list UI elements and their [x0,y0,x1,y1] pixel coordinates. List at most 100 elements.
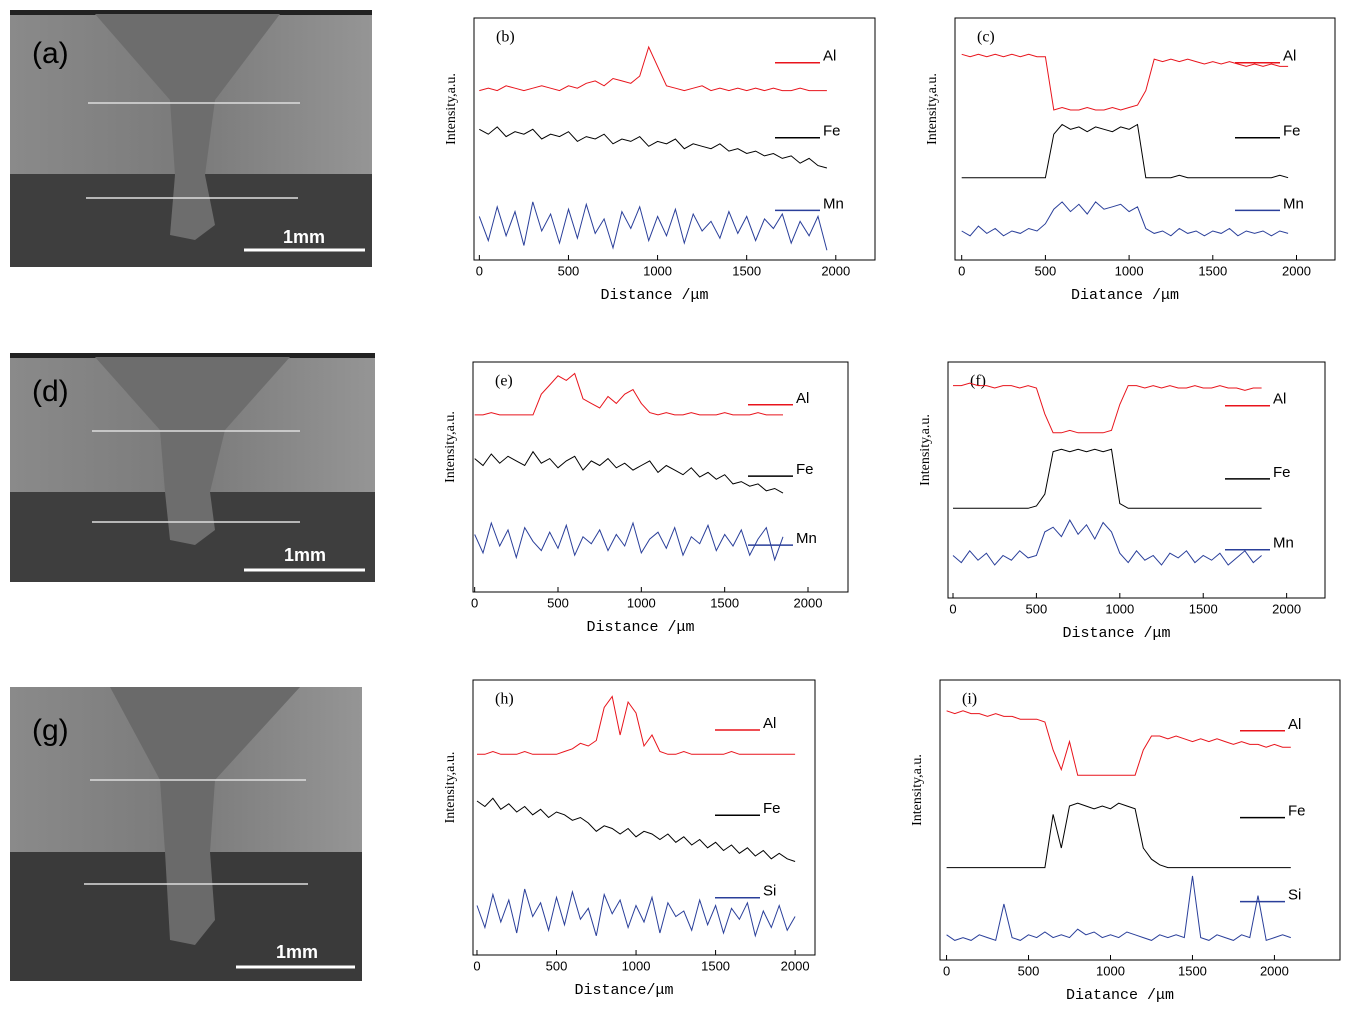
series-line [476,888,796,938]
legend-label: Al [796,390,809,407]
panel-label: (e) [495,373,513,390]
x-tick-label: 0 [473,958,480,973]
series-line [476,797,796,862]
micrograph: (g) 1mm [10,687,362,981]
x-tick-label: 1000 [622,958,651,973]
x-tick-label: 2000 [781,958,810,973]
plot-frame [954,17,1336,261]
scale-bar-label: 1mm [283,227,325,247]
x-tick-label: 1500 [710,595,739,610]
legend-label: Mn [823,195,844,212]
panel-label: (c) [977,29,995,46]
x-tick-label: 500 [547,595,569,610]
chart: 0 500 1000 1500 2000 Distance /μm Intensity,a.… [443,361,849,636]
legend-label: Fe [823,123,841,140]
scale-bar-label: 1mm [276,942,318,962]
x-tick-label: 1000 [1115,263,1144,278]
x-tick-label: 1000 [643,263,672,278]
legend-label: Fe [1283,123,1301,140]
micrograph-label: (d) [32,375,69,408]
series-line [477,695,796,755]
series-line [961,201,1289,237]
x-tick-label: 0 [943,963,950,978]
x-tick-label: 2000 [794,595,823,610]
y-axis-label: Intensity,a.u. [443,752,458,824]
series-line [474,450,784,494]
x-tick-label: 2000 [1260,963,1289,978]
y-axis-label: Intensity,a.u. [444,73,459,145]
chart: 0 500 1000 1500 2000 Distance /μm Intensity,a.… [444,17,876,304]
legend-label: Al [823,48,836,65]
x-tick-label: 0 [476,263,483,278]
chart: 0 500 1000 1500 2000 Distance/μm Intensity,a.u… [443,679,816,999]
x-tick-label: 1500 [701,958,730,973]
series-line [946,875,1291,942]
x-axis-label: Distance/μm [574,982,673,999]
x-tick-label: 0 [949,601,956,616]
micrograph-label: (a) [32,37,69,70]
plot-frame [473,17,876,261]
chart: 0 500 1000 1500 2000 Distance /μm Intensity,a.… [918,361,1326,642]
y-axis-label: Intensity,a.u. [925,73,940,145]
x-tick-label: 500 [546,958,568,973]
y-axis-label: Intensity,a.u. [918,414,933,486]
x-tick-label: 500 [558,263,580,278]
scale-bar-label: 1mm [284,545,326,565]
series-line [478,201,828,251]
x-tick-label: 500 [1026,601,1048,616]
x-tick-label: 1000 [1096,963,1125,978]
x-tick-label: 500 [1018,963,1040,978]
x-tick-label: 1500 [1178,963,1207,978]
x-tick-label: 2000 [821,263,850,278]
x-tick-label: 0 [958,263,965,278]
series-line [953,448,1262,509]
panel-label: (i) [962,691,977,708]
plot-frame [947,361,1326,599]
x-tick-label: 2000 [1282,263,1311,278]
chart: 0 500 1000 1500 2000 Diatance /μm Intensity,a.… [925,17,1336,304]
x-axis-label: Distance /μm [586,619,694,636]
series-line [961,53,1289,111]
panel-label: (b) [496,29,515,46]
x-tick-label: 1500 [1198,263,1227,278]
micrograph: (d) 1mm [10,353,375,582]
x-tick-label: 1000 [627,595,656,610]
panel-label: (h) [495,691,514,708]
legend-label: Fe [763,800,781,817]
chart: 0 500 1000 1500 2000 Diatance /μm Intensity,a.… [910,679,1341,1004]
y-axis-label: Intensity,a.u. [443,411,458,483]
legend-label: Al [1273,391,1286,408]
x-tick-label: 1500 [1189,601,1218,616]
x-tick-label: 1000 [1105,601,1134,616]
series-line [474,372,783,416]
legend-label: Mn [796,530,817,547]
series-line [479,45,827,92]
y-axis-label: Intensity,a.u. [910,754,925,826]
x-axis-label: Distance /μm [1062,625,1170,642]
legend-label: Mn [1273,535,1294,552]
legend-label: Si [1288,887,1301,904]
plot-frame [472,361,849,593]
micrograph: (a) 1mm [10,10,372,267]
x-axis-label: Diatance /μm [1071,287,1179,304]
series-line [474,521,784,562]
series-line [952,519,1262,566]
x-tick-label: 2000 [1272,601,1301,616]
legend-label: Al [1288,716,1301,733]
legend-label: Si [763,883,776,900]
plot-frame [939,679,1341,961]
series-line [946,710,1291,776]
plot-frame [472,679,816,956]
legend-label: Al [1283,48,1296,65]
series-line [953,382,1262,434]
x-axis-label: Diatance /μm [1066,987,1174,1004]
series-line [946,802,1291,869]
x-tick-label: 0 [471,595,478,610]
legend-label: Al [763,715,776,732]
legend-label: Fe [1273,464,1291,481]
x-axis-label: Distance /μm [600,287,708,304]
x-tick-label: 1500 [732,263,761,278]
legend-label: Fe [1288,803,1306,820]
